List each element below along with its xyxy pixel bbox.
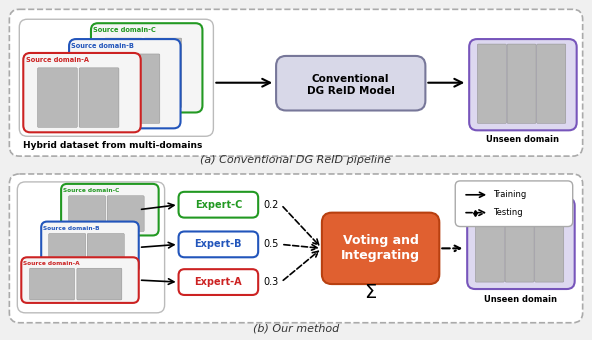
FancyBboxPatch shape	[87, 234, 124, 269]
FancyBboxPatch shape	[467, 198, 575, 289]
FancyBboxPatch shape	[477, 44, 506, 123]
FancyBboxPatch shape	[61, 184, 159, 236]
FancyBboxPatch shape	[91, 23, 202, 113]
Text: Unseen domain: Unseen domain	[484, 295, 558, 304]
FancyBboxPatch shape	[535, 203, 564, 282]
Text: Source domain-C: Source domain-C	[63, 188, 120, 193]
FancyBboxPatch shape	[122, 54, 160, 123]
Text: Source domain-A: Source domain-A	[23, 261, 80, 266]
FancyBboxPatch shape	[507, 44, 536, 123]
Text: Expert-C: Expert-C	[195, 200, 242, 210]
Text: Conventional
DG ReID Model: Conventional DG ReID Model	[307, 74, 395, 96]
Text: Expert-A: Expert-A	[195, 277, 242, 287]
FancyBboxPatch shape	[455, 181, 572, 226]
FancyBboxPatch shape	[21, 257, 139, 303]
Text: Source domain-A: Source domain-A	[26, 57, 89, 63]
Text: $\Sigma$: $\Sigma$	[364, 283, 377, 302]
Text: 0.5: 0.5	[263, 239, 278, 249]
FancyBboxPatch shape	[276, 56, 426, 110]
Text: Hybrid dataset from multi-domains: Hybrid dataset from multi-domains	[23, 141, 202, 150]
FancyBboxPatch shape	[17, 182, 165, 313]
FancyBboxPatch shape	[9, 9, 583, 156]
FancyBboxPatch shape	[537, 44, 566, 123]
FancyBboxPatch shape	[79, 68, 119, 128]
FancyBboxPatch shape	[144, 38, 182, 107]
FancyBboxPatch shape	[20, 19, 213, 136]
FancyBboxPatch shape	[179, 269, 258, 295]
Text: Training: Training	[493, 190, 526, 199]
FancyBboxPatch shape	[179, 232, 258, 257]
FancyBboxPatch shape	[23, 53, 141, 132]
FancyBboxPatch shape	[475, 203, 504, 282]
Text: Expert-B: Expert-B	[195, 239, 242, 249]
FancyBboxPatch shape	[505, 203, 534, 282]
FancyBboxPatch shape	[41, 222, 139, 273]
FancyBboxPatch shape	[179, 192, 258, 218]
Text: (a) Conventional DG ReID pipeline: (a) Conventional DG ReID pipeline	[201, 155, 391, 165]
Text: Source domain-C: Source domain-C	[93, 27, 156, 33]
FancyBboxPatch shape	[322, 212, 439, 284]
Text: 0.3: 0.3	[263, 277, 278, 287]
Text: Source domain-B: Source domain-B	[43, 225, 99, 231]
Text: Voting and
Integrating: Voting and Integrating	[341, 234, 420, 262]
FancyBboxPatch shape	[105, 38, 142, 107]
Text: 0.2: 0.2	[263, 200, 278, 210]
FancyBboxPatch shape	[107, 196, 144, 232]
FancyBboxPatch shape	[83, 54, 120, 123]
FancyBboxPatch shape	[69, 39, 181, 128]
FancyBboxPatch shape	[49, 234, 86, 269]
Text: Testing: Testing	[493, 208, 523, 217]
Text: Unseen domain: Unseen domain	[487, 135, 559, 144]
Text: Source domain-B: Source domain-B	[71, 43, 134, 49]
FancyBboxPatch shape	[30, 268, 75, 300]
FancyBboxPatch shape	[69, 196, 105, 232]
Text: (b) Our method: (b) Our method	[253, 324, 339, 334]
FancyBboxPatch shape	[469, 39, 577, 130]
FancyBboxPatch shape	[77, 268, 122, 300]
FancyBboxPatch shape	[37, 68, 78, 128]
FancyBboxPatch shape	[9, 174, 583, 323]
